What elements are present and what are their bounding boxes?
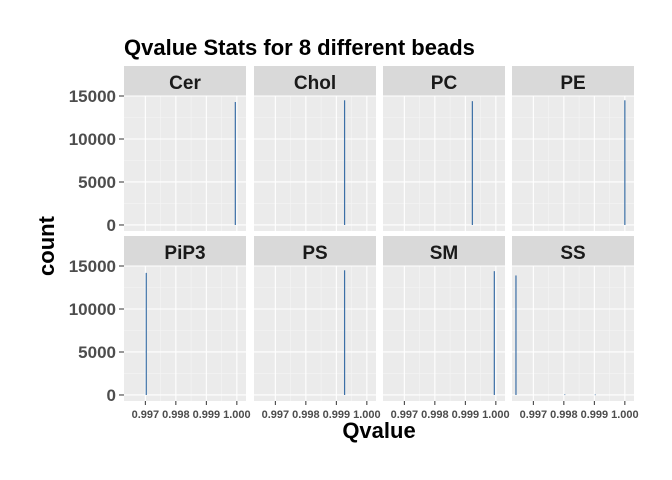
panel-background xyxy=(512,266,634,401)
y-tick-label: 10000 xyxy=(69,130,116,149)
facet-strip xyxy=(254,236,376,266)
y-tick-label: 0 xyxy=(107,386,116,405)
panel-background xyxy=(254,266,376,401)
facet-panels: Cer Chol PC PE PiP3 PS SM SS xyxy=(124,66,634,401)
panel-background xyxy=(383,266,505,401)
histogram-bar xyxy=(145,272,147,395)
panel-background xyxy=(124,96,246,231)
histogram-bar xyxy=(564,394,566,396)
histogram-bar xyxy=(624,100,626,225)
facet-panel-sm: SM xyxy=(383,236,505,401)
histogram-bar xyxy=(515,275,517,395)
facet-panel-chol: Chol xyxy=(254,66,376,231)
y-tick-label: 5000 xyxy=(78,173,116,192)
y-tick-label: 5000 xyxy=(78,343,116,362)
y-tick-label: 10000 xyxy=(69,300,116,319)
x-tick-label: 0.998 xyxy=(421,409,449,421)
y-axis-label: count xyxy=(34,215,59,276)
x-tick-label: 0.997 xyxy=(262,409,290,421)
facet-strip xyxy=(512,236,634,266)
x-tick-label: 0.999 xyxy=(581,409,609,421)
x-tick-label: 0.999 xyxy=(193,409,221,421)
y-tick-label: 15000 xyxy=(69,257,116,276)
facet-strip xyxy=(254,66,376,96)
facet-label: PiP3 xyxy=(164,243,205,264)
x-axes: 0.997 0.998 0.999 1.000 0.997 0.998 0.999 1.000… xyxy=(132,401,639,421)
panel-background xyxy=(383,96,505,231)
x-tick-label: 0.998 xyxy=(292,409,320,421)
facet-panel-pe: PE xyxy=(512,66,634,231)
panel-background xyxy=(512,96,634,231)
facet-label: PC xyxy=(431,73,458,94)
panel-background xyxy=(254,96,376,231)
facet-panel-pip3: PiP3 xyxy=(124,236,246,401)
x-tick-label: 0.998 xyxy=(550,409,578,421)
facet-strip xyxy=(124,236,246,266)
histogram-bar xyxy=(493,271,495,395)
x-tick-label: 0.998 xyxy=(162,409,190,421)
facet-label: Cer xyxy=(169,73,201,94)
y-axes: 0 5000 10000 15000 0 5000 10000 15000 xyxy=(69,87,124,405)
facet-strip xyxy=(383,66,505,96)
facet-label: SM xyxy=(430,243,459,264)
x-tick-label: 0.999 xyxy=(323,409,351,421)
x-axis-label: Qvalue xyxy=(342,418,415,443)
x-tick-label: 1.000 xyxy=(223,409,251,421)
facet-label: PE xyxy=(560,73,585,94)
facet-label: Chol xyxy=(294,73,336,94)
x-tick-label: 1.000 xyxy=(353,409,381,421)
y-tick-label: 0 xyxy=(107,216,116,235)
x-tick-label: 1.000 xyxy=(611,409,639,421)
facet-panel-ps: PS xyxy=(254,236,376,401)
x-tick-label: 0.997 xyxy=(132,409,160,421)
histogram-bar xyxy=(471,101,473,225)
histogram-bar xyxy=(594,394,596,396)
facet-strip xyxy=(383,236,505,266)
histogram-bar xyxy=(234,102,236,225)
histogram-bar xyxy=(343,100,346,225)
facet-panel-ss: SS xyxy=(512,236,634,401)
facet-panel-cer: Cer xyxy=(124,66,246,231)
x-tick-label: 0.997 xyxy=(391,409,419,421)
chart-title: Qvalue Stats for 8 different beads xyxy=(124,35,475,60)
facet-strip xyxy=(512,66,634,96)
x-tick-label: 0.997 xyxy=(520,409,548,421)
x-tick-label: 1.000 xyxy=(482,409,510,421)
x-tick-label: 0.999 xyxy=(452,409,480,421)
facet-label: SS xyxy=(560,243,585,264)
facet-panel-pc: PC xyxy=(383,66,505,231)
facet-label: PS xyxy=(302,243,327,264)
histogram-bar xyxy=(343,270,346,395)
panel-background xyxy=(124,266,246,401)
facet-strip xyxy=(124,66,246,96)
y-tick-label: 15000 xyxy=(69,87,116,106)
